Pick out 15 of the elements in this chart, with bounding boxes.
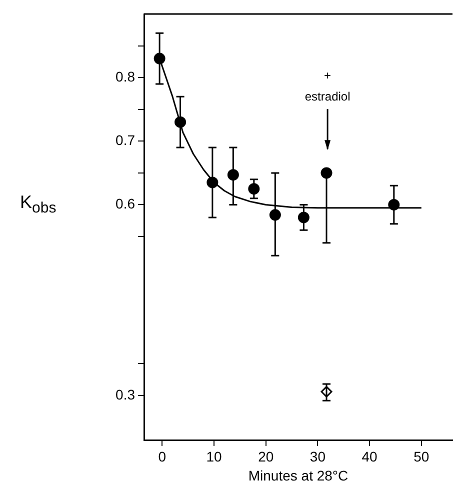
point <box>320 167 332 179</box>
annotation: estradiol <box>304 89 350 104</box>
x-tick-label: 50 <box>414 448 430 464</box>
y-tick-label: 0.7 <box>116 132 136 148</box>
annotation: + <box>324 68 332 83</box>
y-axis-title: K$_{obs}$ <box>20 192 56 217</box>
x-tick-label: 10 <box>206 448 222 464</box>
y-tick-label: 0.6 <box>116 196 136 212</box>
x-tick-label: 0 <box>158 448 166 464</box>
y-tick-label: 0.3 <box>116 386 136 402</box>
y-tick-label: 0.8 <box>116 68 136 84</box>
x-tick-label: 30 <box>310 448 326 464</box>
x-tick-label: 20 <box>258 448 274 464</box>
x-tick-label: 40 <box>362 448 378 464</box>
x-axis-title: Minutes at 28°C <box>248 467 348 484</box>
